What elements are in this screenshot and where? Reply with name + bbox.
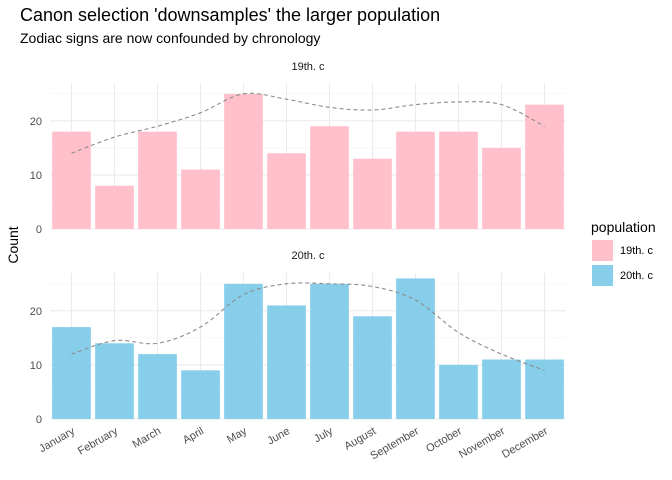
bar [52,327,91,419]
bar [353,158,392,229]
y-tick-label: 20 [30,306,42,318]
facet-strip-label: 19th. c [291,61,325,73]
bar [310,283,349,419]
x-tick-label: July [312,425,335,445]
x-tick-label: June [265,425,292,447]
legend-key [592,265,613,286]
legend: population 19th. c 20th. c [591,219,656,286]
x-tick-label: December [500,425,550,461]
bar [439,131,478,229]
facet-panels: 19th. c 0 10 20 20th. c 0 10 20 [30,61,566,426]
bar [482,359,521,419]
x-tick-label: April [181,425,206,446]
bar [482,147,521,229]
bar [95,185,134,229]
x-tick-label: May [225,425,249,446]
smooth-trend-line [71,282,545,371]
bar [181,370,220,419]
facet-panel: 20th. c 0 10 20 [30,250,566,426]
legend-label: 19th. c [620,245,654,257]
bar [310,126,349,229]
bar [525,359,564,419]
legend-key [592,240,613,261]
chart-title: Canon selection 'downsamples' the larger… [20,5,440,25]
bar [224,93,263,229]
bar [224,283,263,419]
x-tick-label: January [37,425,77,455]
facet-panel: 19th. c 0 10 20 [30,61,566,236]
bar [138,131,177,229]
y-tick-label: 20 [30,116,42,128]
bar [267,153,306,229]
y-axis-title: Count [5,226,21,263]
x-tick-label: February [76,425,121,458]
bar [396,278,435,419]
y-tick-label: 0 [36,224,42,236]
facet-strip-label: 20th. c [291,250,325,262]
y-tick-label: 0 [36,414,42,426]
smooth-trend-line [71,92,545,154]
bar [181,169,220,229]
bar [439,364,478,419]
bar [525,104,564,229]
y-tick-label: 10 [30,360,42,372]
bar [353,316,392,419]
legend-label: 20th. c [620,270,654,282]
bar [138,354,177,419]
bar [396,131,435,229]
x-tick-label: March [131,425,163,451]
x-tick-label: September [368,425,421,462]
bar [52,131,91,229]
chart-subtitle: Zodiac signs are now confounded by chron… [20,30,320,46]
legend-title: population [591,219,656,235]
bar [267,305,306,419]
bar [95,343,134,419]
y-tick-label: 10 [30,170,42,182]
x-tick-label: November [457,425,507,461]
